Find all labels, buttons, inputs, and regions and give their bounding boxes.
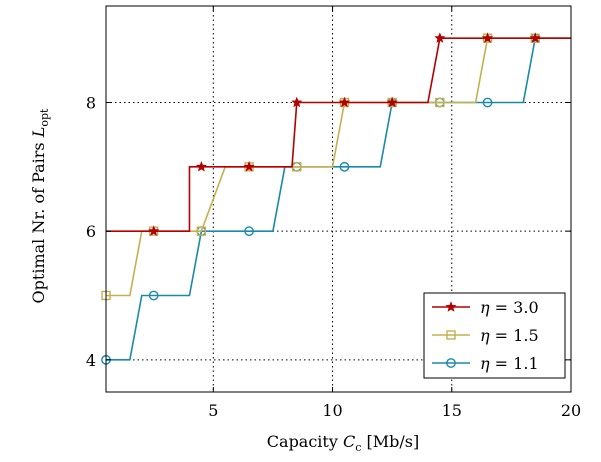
legend-entry: η = 1.5 bbox=[432, 326, 539, 345]
y-tick-label: 8 bbox=[86, 94, 96, 113]
y-tick-label: 6 bbox=[86, 222, 96, 241]
data-point-marker bbox=[196, 226, 207, 236]
legend-entry: η = 1.1 bbox=[432, 354, 539, 373]
data-point-marker bbox=[446, 330, 456, 340]
data-point-marker bbox=[195, 161, 207, 172]
data-point-marker bbox=[446, 358, 456, 368]
data-point-marker bbox=[386, 96, 398, 108]
data-point-marker bbox=[148, 225, 160, 236]
x-tick-label: 20 bbox=[561, 401, 581, 420]
data-point-marker bbox=[338, 96, 350, 108]
legend: η = 3.0 η = 1.5 η = 1.1 bbox=[423, 292, 566, 379]
tick-labels: 5 10 15 20 4 6 8 bbox=[86, 94, 581, 421]
series-star bbox=[106, 32, 571, 236]
data-point-marker bbox=[482, 32, 494, 43]
x-tick-label: 10 bbox=[322, 401, 342, 420]
y-axis-label: Optimal Nr. of Pairs Lopt bbox=[29, 108, 51, 303]
x-tick-label: 5 bbox=[208, 401, 218, 420]
data-point-marker bbox=[445, 301, 457, 312]
data-point-marker bbox=[339, 161, 350, 172]
plot-frame bbox=[105, 5, 572, 393]
data-point-marker bbox=[244, 226, 254, 237]
series-group bbox=[101, 32, 571, 365]
data-point-marker bbox=[148, 290, 159, 301]
data-point-marker bbox=[435, 97, 445, 108]
data-point-marker bbox=[243, 161, 255, 172]
data-point-marker bbox=[291, 96, 303, 108]
legend-label: η = 1.1 bbox=[480, 354, 539, 373]
legend-entry: η = 3.0 bbox=[432, 298, 539, 317]
data-point-marker bbox=[529, 32, 541, 43]
tick-marks bbox=[106, 6, 572, 392]
data-point-marker bbox=[482, 97, 493, 108]
legend-label: η = 3.0 bbox=[480, 298, 539, 317]
data-point-marker bbox=[434, 32, 446, 43]
y-tick-label: 4 bbox=[86, 351, 96, 370]
x-tick-label: 15 bbox=[442, 401, 462, 420]
x-axis-label: Capacity Cc [Mb/s] bbox=[267, 432, 419, 454]
legend-label: η = 1.5 bbox=[480, 326, 539, 345]
